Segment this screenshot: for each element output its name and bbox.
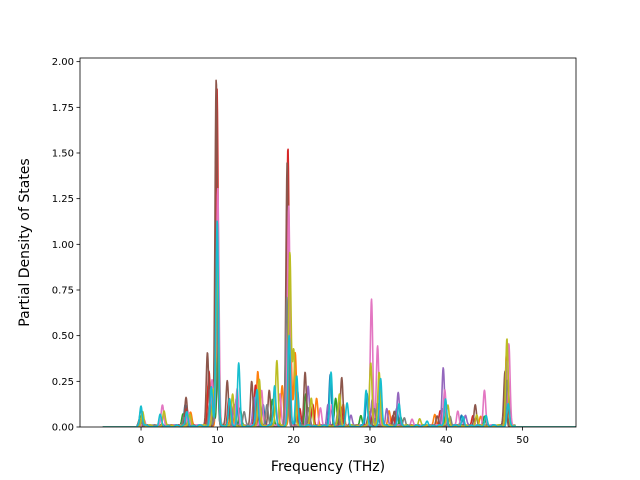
y-tick-label: 0.00	[52, 423, 74, 434]
x-axis-label: Frequency (THz)	[271, 459, 385, 475]
y-tick-label: 1.75	[52, 103, 74, 114]
series-line-10	[102, 220, 576, 427]
x-tick-label: 10	[211, 435, 224, 446]
y-axis-ticks: 0.00 0.25 0.50 0.75 1.00 1.25 1.50 1.75 2.00	[52, 57, 80, 434]
y-tick-label: 1.00	[52, 240, 74, 251]
y-tick-label: 2.00	[52, 57, 74, 68]
x-tick-label: 50	[516, 435, 529, 446]
y-tick-label: 0.25	[52, 377, 74, 388]
x-tick-label: 20	[287, 435, 300, 446]
y-axis-label: Partial Density of States	[17, 158, 33, 326]
x-axis-ticks: 0 10 20 30 40 50	[138, 427, 529, 446]
y-tick-label: 1.50	[52, 148, 74, 159]
series-lines	[102, 79, 576, 427]
x-tick-label: 30	[364, 435, 377, 446]
y-tick-label: 0.50	[52, 331, 74, 342]
axes-frame	[79, 57, 577, 428]
x-tick-label: 0	[138, 435, 144, 446]
y-tick-label: 0.75	[52, 285, 74, 296]
y-tick-label: 1.25	[52, 194, 74, 205]
x-tick-label: 40	[440, 435, 453, 446]
